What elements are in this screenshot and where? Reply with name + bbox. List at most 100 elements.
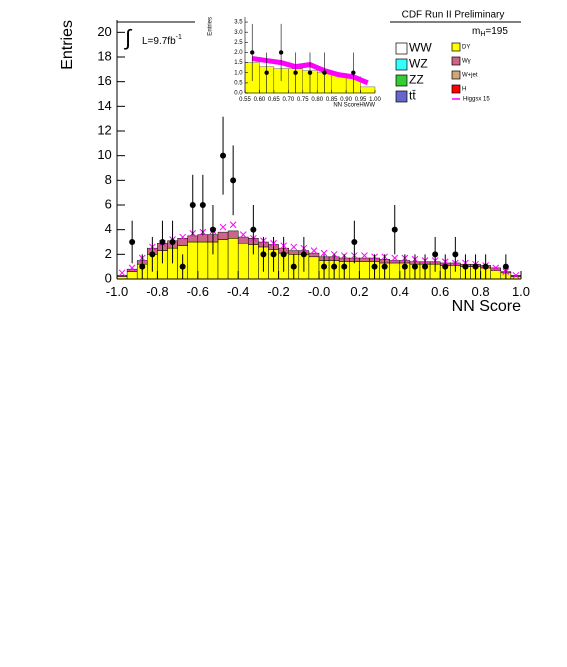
- x-tick-label: -1.0: [106, 284, 128, 299]
- signal-marker: [320, 249, 328, 257]
- signal-marker: [128, 264, 136, 272]
- x-tick-label: 0.60: [254, 97, 266, 103]
- hist-bar: [217, 239, 229, 280]
- signal-marker: [391, 254, 399, 262]
- hist-bar: [490, 270, 502, 280]
- y-tick-label: 6: [105, 196, 112, 211]
- data-point: [411, 263, 418, 270]
- data-point: [220, 152, 227, 159]
- data-point: [139, 263, 146, 270]
- legend-swatch: [395, 74, 408, 87]
- data-point: [300, 251, 307, 258]
- data-point: [179, 263, 186, 270]
- x-tick-label: 0.8: [472, 284, 490, 299]
- x-tick-label: 0.90: [340, 97, 352, 103]
- x-axis-label: NN Score: [452, 298, 521, 315]
- hist-bar: [126, 271, 138, 280]
- y-tick-label: 0: [105, 270, 112, 285]
- data-point: [209, 226, 216, 233]
- legend-label: WZ: [409, 57, 428, 71]
- y-tick-label: 2.5: [234, 40, 243, 46]
- data-point: [502, 263, 509, 270]
- data-point: [159, 239, 166, 245]
- mass-sub: H: [480, 31, 485, 38]
- legend-label: tt̄: [409, 89, 416, 103]
- inset-y-label: Entries: [208, 17, 214, 36]
- mass-suffix: =195: [485, 26, 508, 37]
- data-point: [482, 263, 489, 270]
- data-point: [230, 177, 237, 184]
- data-point: [307, 70, 313, 75]
- legend-swatch: [451, 84, 461, 94]
- y-tick-label: 3.5: [234, 20, 243, 26]
- signal-marker: [219, 223, 227, 231]
- data-point: [401, 263, 408, 270]
- data-point: [293, 70, 298, 75]
- x-tick-label: 0.2: [350, 284, 368, 299]
- data-point: [278, 50, 284, 55]
- data-point: [462, 263, 469, 270]
- y-tick-label: 1.0: [234, 70, 243, 76]
- y-tick-label: 4: [105, 221, 112, 236]
- legend-swatch: [395, 90, 408, 103]
- data-point: [129, 239, 136, 245]
- hist-bar: [177, 238, 188, 246]
- x-tick-label: -0.8: [146, 284, 168, 299]
- hist-bar: [217, 231, 229, 240]
- legend-label: H: [462, 87, 466, 93]
- x-tick-label: 1.0: [512, 284, 530, 299]
- legend-label: WW: [409, 41, 432, 55]
- hist-bar: [227, 230, 239, 239]
- inset-x-label: NN ScoreHWW: [333, 103, 375, 109]
- y-tick-label: 0.5: [234, 80, 243, 86]
- data-point: [432, 251, 439, 258]
- data-point: [169, 239, 176, 245]
- legend-swatch: [451, 42, 461, 52]
- hist-bar: [197, 241, 209, 280]
- data-point: [422, 263, 429, 270]
- legend-label: W+jet: [462, 73, 478, 79]
- y-tick-label: 1.5: [234, 60, 243, 66]
- data-point: [472, 263, 479, 270]
- hist-bar: [237, 242, 249, 280]
- hist-bar: [359, 261, 370, 280]
- y-tick-label: 2.0: [234, 50, 243, 56]
- data-point: [260, 251, 267, 258]
- hist-bar: [187, 241, 199, 280]
- data-point: [341, 263, 348, 270]
- mass-prefix: m: [472, 26, 480, 37]
- x-tick-label: 0.55: [239, 97, 251, 103]
- signal-marker: [310, 247, 318, 254]
- y-tick-label: 12: [97, 122, 111, 137]
- data-point: [381, 263, 388, 270]
- x-tick-label: 0.65: [268, 97, 280, 103]
- hist-bar: [288, 250, 300, 255]
- hist-bar: [126, 268, 138, 272]
- legend-swatch: [395, 58, 408, 71]
- data-point: [290, 263, 297, 270]
- hist-bar: [237, 236, 249, 244]
- data-point: [199, 202, 206, 208]
- hist-bar: [349, 261, 360, 280]
- data-point: [270, 251, 277, 258]
- hist-bar: [197, 234, 209, 243]
- signal-marker: [179, 233, 187, 241]
- x-tick-label: -0.0: [308, 284, 330, 299]
- data-point: [264, 70, 269, 75]
- lumi-sup: -1: [176, 34, 182, 41]
- hist-bar: [116, 275, 128, 277]
- signal-marker: [361, 252, 368, 259]
- hist-bar: [187, 235, 199, 243]
- signal-marker: [239, 231, 247, 238]
- x-tick-label: -0.4: [227, 284, 249, 299]
- x-tick-label: -0.2: [267, 284, 289, 299]
- data-point: [250, 226, 257, 233]
- data-point: [391, 226, 398, 233]
- y-tick-label: 18: [97, 48, 111, 63]
- legend-label: Higgsx 15: [463, 97, 490, 103]
- signal-marker: [330, 250, 338, 258]
- signal-marker: [512, 271, 520, 279]
- x-tick-label: 0.4: [391, 284, 409, 299]
- signal-marker: [118, 269, 126, 277]
